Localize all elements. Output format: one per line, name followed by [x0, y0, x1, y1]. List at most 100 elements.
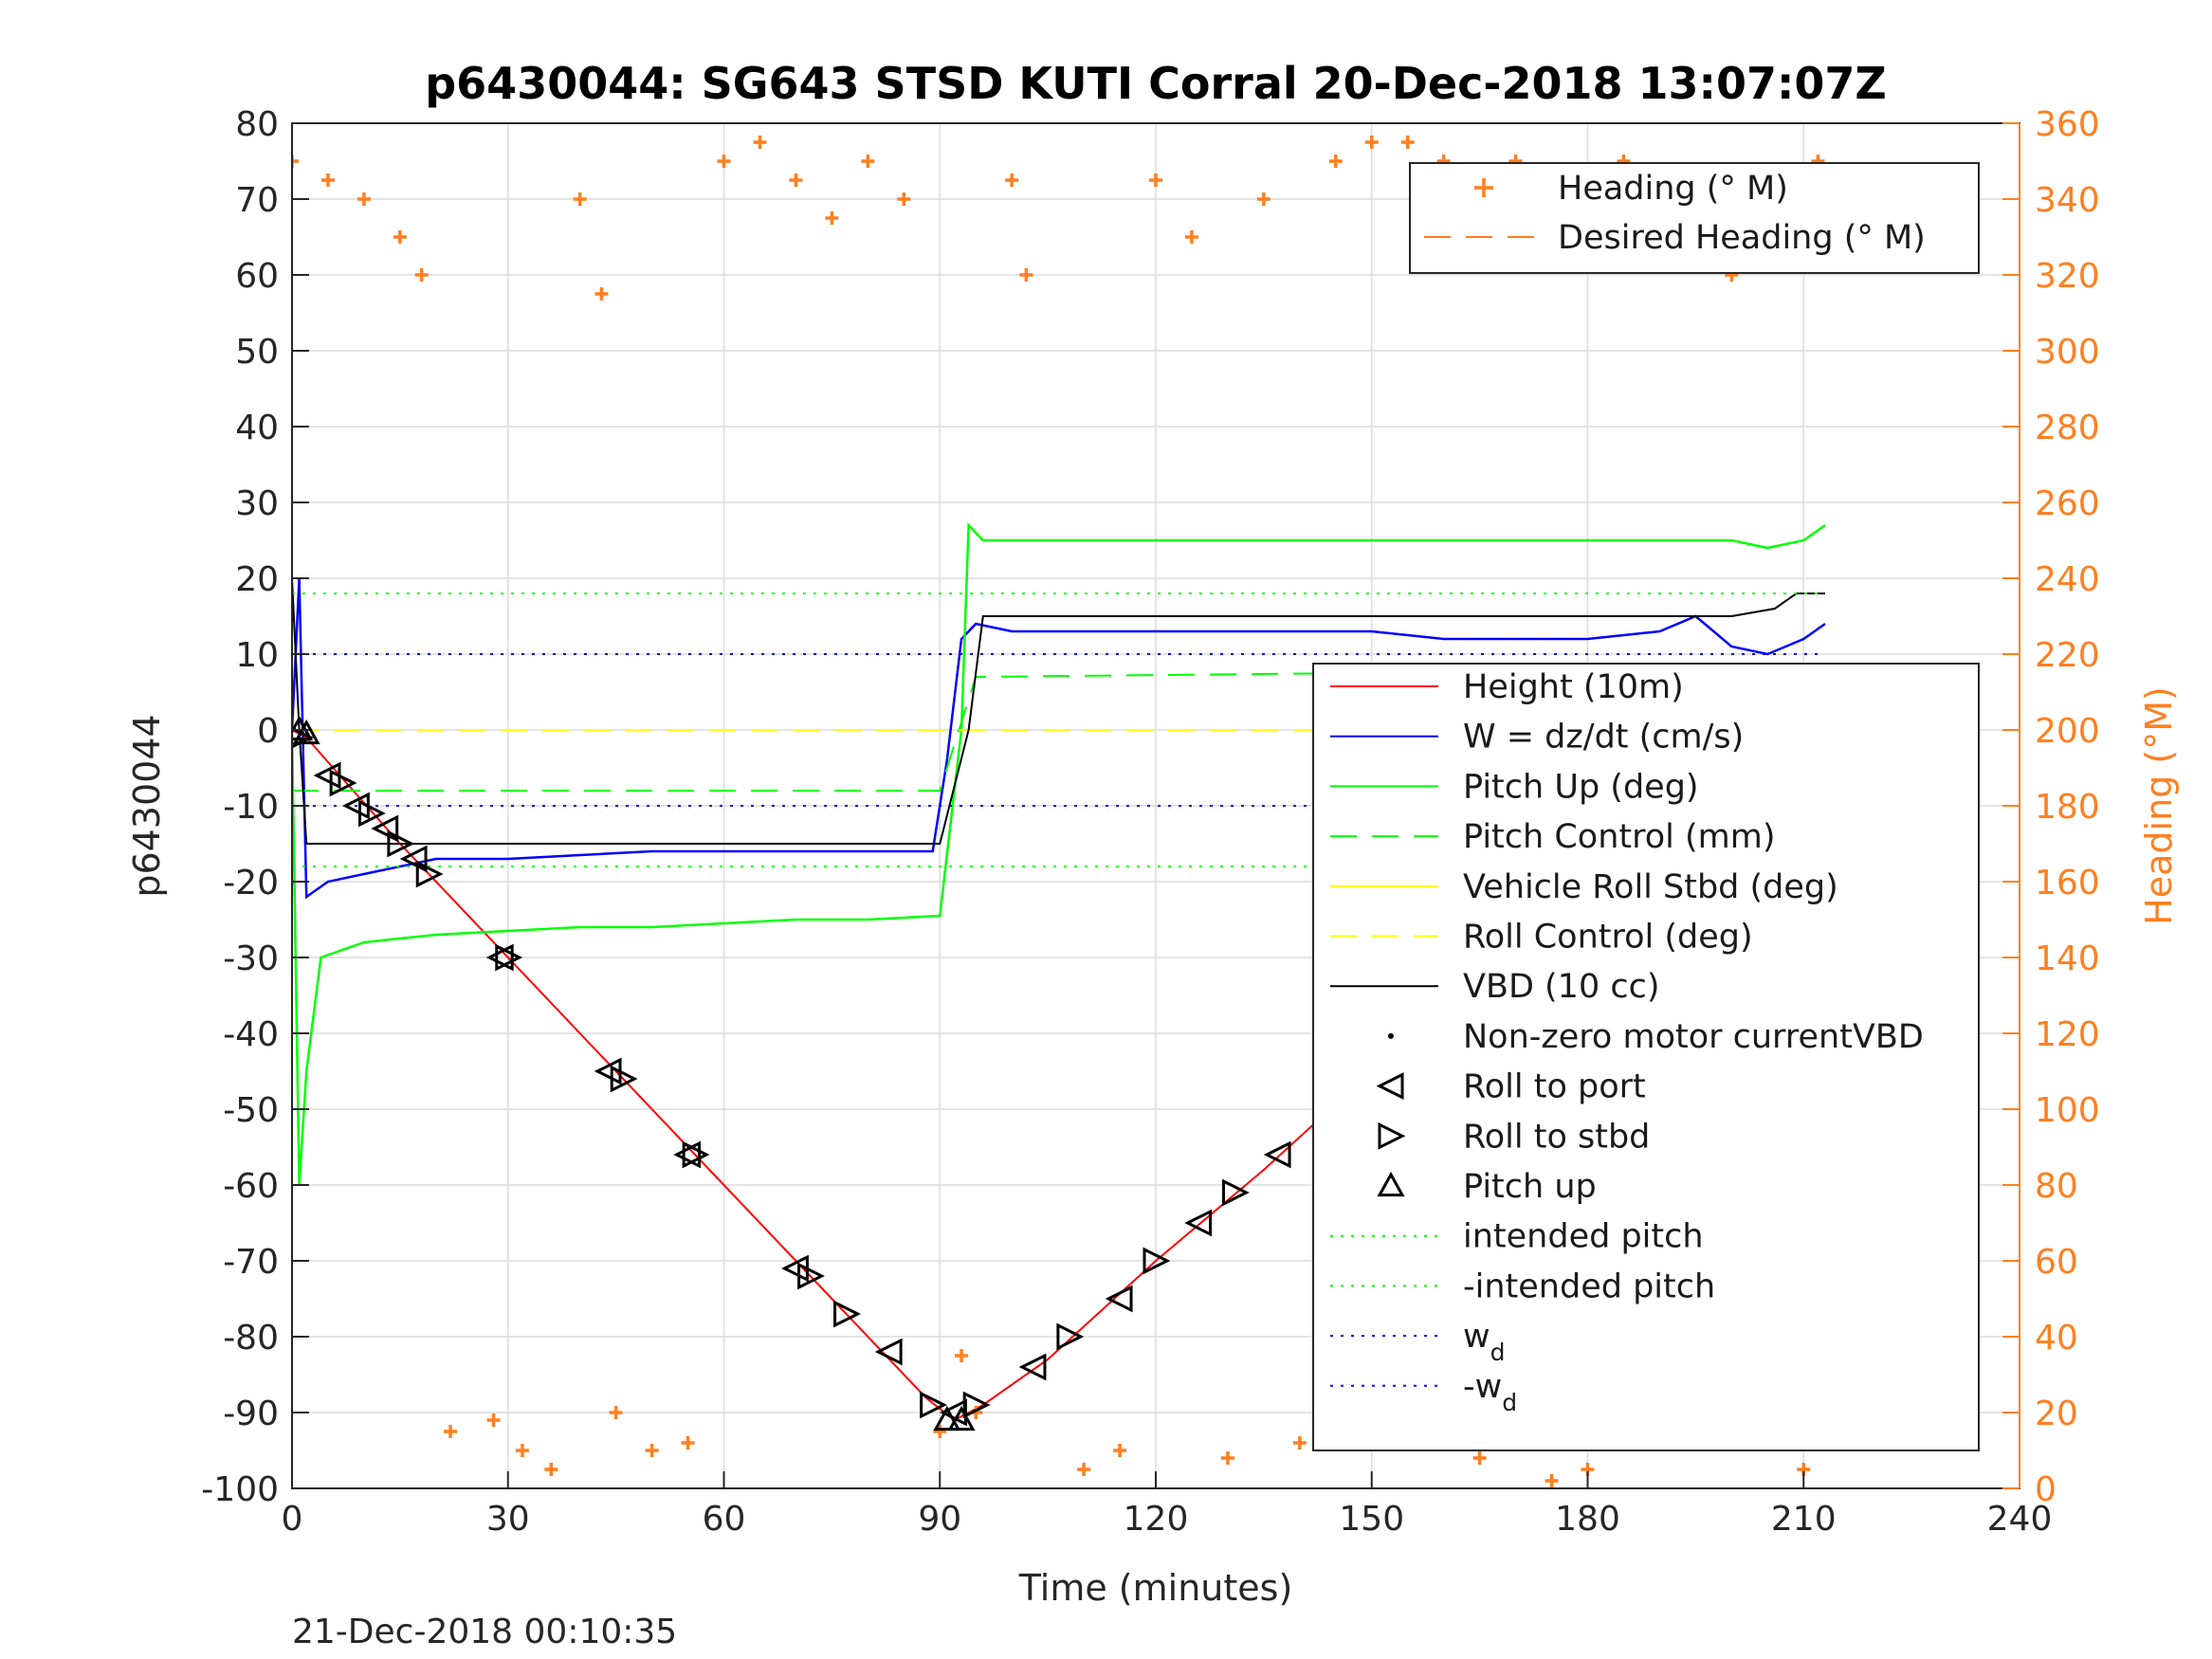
heading-point-14	[717, 155, 731, 168]
y-tick-label-5: 30	[235, 484, 279, 523]
heading-point-20	[933, 1425, 947, 1438]
legend-label-5: Roll Control (deg)	[1463, 919, 1753, 957]
heading-point-31	[1292, 1436, 1307, 1449]
y-tick-label-14: -60	[223, 1167, 279, 1206]
legend-swatch-9	[1378, 1121, 1406, 1150]
y-right-tick-label-5: 260	[2035, 484, 2100, 523]
series-line-2	[292, 521, 1826, 1186]
x-tick-label-3: 90	[918, 1500, 961, 1539]
heading-point-21	[955, 1349, 969, 1362]
y-right-tick-label-12: 120	[2035, 1015, 2100, 1054]
y-right-tick-label-3: 300	[2035, 333, 2100, 372]
x-axis: 0 30 60 90 120 150 180 210 240	[282, 1471, 2052, 1539]
x-tick-label-0: 0	[282, 1500, 303, 1539]
roll-to-stbd-marker-7	[682, 1140, 710, 1169]
legend-label-9: Roll to stbd	[1463, 1118, 1650, 1156]
legend-label-7: Non-zero motor currentVBD	[1463, 1018, 1924, 1056]
legend-label-6: VBD (10 cc)	[1463, 968, 1660, 1006]
chart-title: p6430044: SG643 STSD KUTI Corral 20-Dec-…	[425, 58, 1886, 109]
y-tick-label-16: -80	[223, 1319, 279, 1358]
heading-point-29	[1220, 1451, 1234, 1465]
heading-point-7	[515, 1444, 529, 1457]
heading-point-19	[897, 192, 911, 206]
roll-to-stbd-marker-14	[1222, 1178, 1250, 1207]
roll-to-stbd-marker-11	[962, 1391, 991, 1419]
legend-label-3: Pitch Control (mm)	[1463, 818, 1775, 856]
roll-to-port-marker-6	[673, 1140, 702, 1169]
legend-label-2: Pitch Up (deg)	[1463, 768, 1699, 806]
roll-to-stbd-marker-4	[415, 860, 444, 888]
heading-point-27	[1149, 173, 1162, 187]
y-axis-label: p6430044	[126, 714, 168, 897]
roll-to-port-marker-4	[485, 943, 514, 972]
x-tick-label-2: 60	[703, 1500, 746, 1539]
y-tick-label-1: 70	[235, 181, 279, 220]
y-right-tick-label-6: 240	[2035, 560, 2100, 599]
y-right-tick-label-0: 360	[2035, 105, 2100, 144]
roll-to-port-marker-13	[1263, 1140, 1291, 1169]
roll-to-port-marker-10	[1018, 1353, 1047, 1381]
legend-heading-swatch-0	[1474, 178, 1493, 197]
y-tick-label-7: 10	[235, 636, 279, 675]
heading-point-28	[1184, 230, 1198, 244]
x-tick-label-6: 180	[1555, 1500, 1620, 1539]
legend-label-10: Pitch up	[1463, 1168, 1597, 1206]
heading-point-4	[414, 268, 429, 282]
heading-point-11	[609, 1406, 623, 1419]
legend-label-4: Vehicle Roll Stbd (deg)	[1463, 868, 1838, 906]
heading-point-36	[1472, 1451, 1487, 1465]
roll-to-stbd-marker-13	[1143, 1247, 1171, 1275]
roll-to-stbd-marker-12	[1056, 1322, 1085, 1351]
y-tick-label-8: 0	[257, 712, 279, 751]
legend-swatch-7	[1388, 1032, 1394, 1039]
heading-point-15	[753, 136, 767, 149]
y-axis-left: 80 70 60 50 40 30 20 10 0 -10 -20 -30 -40 -50 -60 -70 -8…	[201, 105, 309, 1509]
legend-swatch-8	[1376, 1072, 1404, 1101]
y-right-tick-label-15: 60	[2035, 1243, 2078, 1282]
roll-to-port-marker-8	[874, 1338, 903, 1366]
heading-point-18	[861, 155, 875, 168]
heading-point-0	[292, 155, 299, 168]
heading-point-16	[789, 173, 803, 187]
legend-label-11: intended pitch	[1463, 1218, 1704, 1256]
x-tick-label-4: 120	[1124, 1500, 1189, 1539]
heading-point-23	[1005, 173, 1019, 187]
pitch-up-marker-2	[933, 1405, 961, 1431]
y-tick-label-2: 60	[235, 257, 279, 296]
y-right-tick-label-11: 140	[2035, 939, 2100, 978]
heading-point-6	[486, 1413, 501, 1427]
y-right-tick-label-10: 160	[2035, 864, 2100, 902]
heading-point-9	[573, 192, 587, 206]
heading-point-12	[645, 1444, 659, 1457]
heading-point-32	[1328, 155, 1343, 168]
heading-point-10	[594, 287, 609, 301]
x-axis-label: Time (minutes)	[1018, 1567, 1293, 1609]
roll-to-stbd-marker-10	[920, 1391, 948, 1419]
heading-point-38	[1545, 1474, 1559, 1487]
legend-label-12: -intended pitch	[1463, 1267, 1715, 1305]
heading-point-33	[1364, 136, 1379, 149]
y-axis-label-right: Heading (°M)	[2138, 686, 2180, 925]
y-tick-label-3: 50	[235, 333, 279, 372]
roll-to-stbd-marker-6	[610, 1065, 638, 1093]
roll-to-port-marker-2	[371, 814, 399, 843]
heading-point-13	[681, 1436, 695, 1449]
roll-to-stbd-marker-8	[797, 1262, 825, 1290]
y-tick-label-11: -30	[223, 939, 279, 978]
heading-point-1	[320, 173, 335, 187]
x-tick-label-1: 30	[486, 1500, 530, 1539]
legend-main: Height (10m) W = dz/dt (cm/s) Pitch Up (de…	[1312, 663, 1980, 1451]
y-right-tick-label-9: 180	[2035, 788, 2100, 827]
legend-swatch-10	[1377, 1171, 1405, 1197]
y-tick-label-9: -10	[223, 788, 279, 827]
y-right-tick-label-13: 100	[2035, 1091, 2100, 1130]
y-axis-right: 3603403203002802602402202001801601401201…	[2002, 105, 2100, 1509]
y-tick-label-12: -40	[223, 1015, 279, 1054]
pitch-up-marker-3	[947, 1405, 976, 1431]
y-right-tick-label-8: 200	[2035, 712, 2100, 751]
legend-heading-box	[1409, 162, 1980, 274]
series-line-1	[292, 577, 1826, 900]
y-right-tick-label-14: 80	[2035, 1167, 2078, 1206]
heading-point-26	[1113, 1444, 1127, 1457]
x-tick-label-7: 210	[1771, 1500, 1837, 1539]
